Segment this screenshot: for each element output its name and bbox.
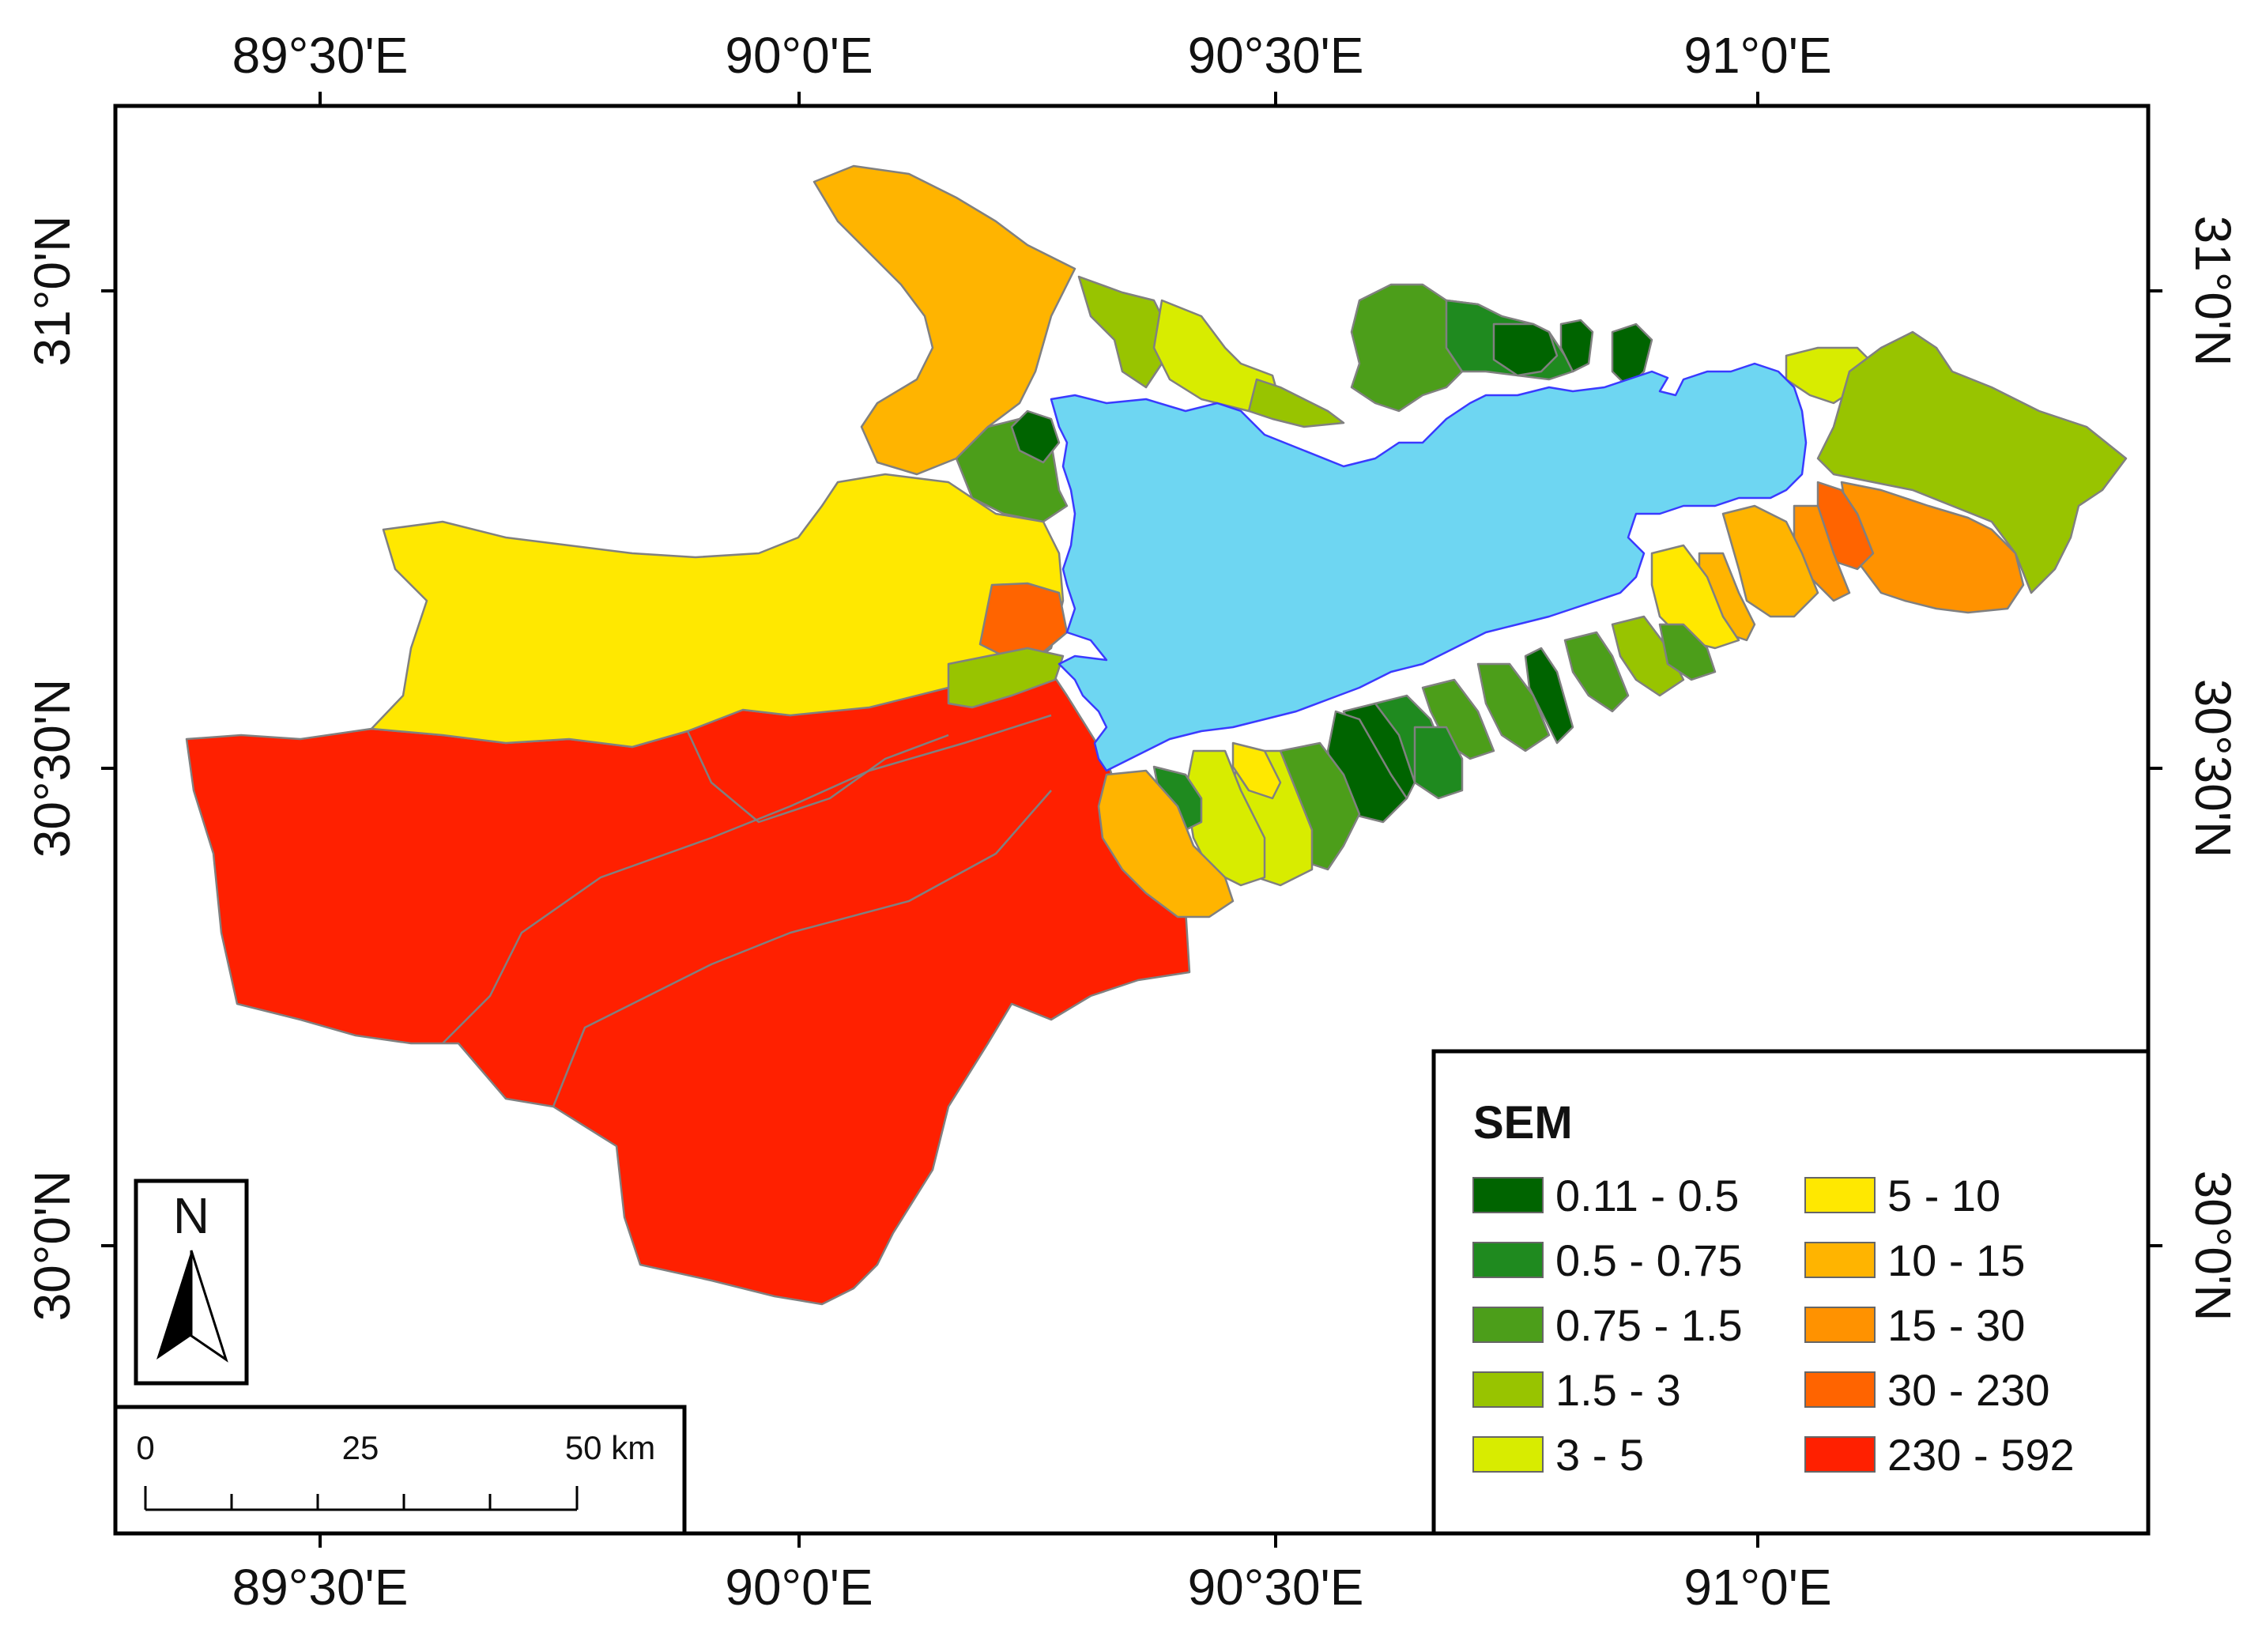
basin-0.75-1.5-southeast-4	[1421, 678, 1495, 760]
legend-box	[1431, 1049, 2151, 1536]
right-axis-labels: 31°0'N 30°30'N 30°0'N	[2185, 216, 2241, 1322]
basin-10-15-southeast	[1097, 769, 1235, 918]
basin-5-10-west	[370, 473, 1065, 749]
basin-0.5-0.75-southeast-2	[1413, 726, 1464, 800]
scale-bar-box	[113, 1405, 687, 1536]
graticule-ticks	[101, 92, 2162, 1548]
basin-30-230-west	[978, 582, 1069, 658]
legend-title: SEM	[1473, 1097, 1573, 1148]
scale-label-0: 0	[136, 1429, 154, 1466]
legend-items: 0.11 - 0.5 0.5 - 0.75 0.75 - 1.5 1.5 - 3 3 -…	[1472, 1171, 2075, 1480]
top-axis-label: 91°0'E	[1683, 27, 1831, 84]
legend-label: 230 - 592	[1887, 1430, 2075, 1480]
left-axis-labels: 31°0'N 30°30'N 30°0'N	[24, 216, 81, 1322]
basin-10-15-east-1	[1721, 504, 1819, 618]
legend-label: 0.5 - 0.75	[1555, 1235, 1743, 1285]
basin-5-10-southeast	[1231, 741, 1282, 800]
basin-1.5-3-southeast-1	[1611, 615, 1685, 697]
left-axis-label: 31°0'N	[24, 216, 81, 367]
scale-bar	[144, 1486, 579, 1511]
basin-1.5-3-west	[947, 647, 1065, 709]
legend-label: 3 - 5	[1555, 1430, 1644, 1480]
bottom-axis-labels: 89°30'E 90°0'E 90°30'E 91°0'E	[232, 1559, 1832, 1616]
bottom-axis-label: 89°30'E	[232, 1559, 409, 1616]
north-arrow-label: N	[173, 1187, 209, 1244]
basin-0.11-0.5-north-1	[1492, 322, 1559, 377]
basin-1.5-3-northeast	[1816, 330, 2128, 594]
legend-swatch	[1804, 1307, 1876, 1343]
legend-label: 1.5 - 3	[1555, 1365, 1681, 1415]
legend-swatch	[1472, 1177, 1544, 1213]
bottom-axis-label: 91°0'E	[1683, 1559, 1831, 1616]
top-axis-label: 90°30'E	[1188, 27, 1364, 84]
right-axis-label: 30°0'N	[2185, 1171, 2241, 1322]
lake	[1050, 362, 1808, 772]
legend-label: 5 - 10	[1887, 1171, 2000, 1220]
legend-label: 30 - 230	[1887, 1365, 2050, 1415]
basin-5-10-east	[1650, 544, 1740, 650]
legend-label: 0.11 - 0.5	[1555, 1171, 1739, 1220]
basin-1.5-3-north-2	[1247, 378, 1345, 428]
basin-1.5-3-north	[1077, 275, 1171, 389]
basin-0.11-0.5-north-2	[1559, 319, 1594, 373]
scale-label-50: 50 km	[565, 1429, 655, 1466]
basin-divider-3	[552, 790, 1052, 1107]
basin-0.75-1.5-southeast-2	[1563, 631, 1630, 713]
basin-divider-2	[686, 730, 949, 824]
legend-swatch	[1804, 1371, 1876, 1408]
right-axis-label: 31°0'N	[2185, 216, 2241, 367]
bottom-axis-label: 90°30'E	[1188, 1559, 1364, 1616]
left-axis-label: 30°0'N	[24, 1171, 81, 1322]
legend-label: 15 - 30	[1887, 1300, 2025, 1350]
legend-label: 0.75 - 1.5	[1555, 1300, 1743, 1350]
legend-swatch	[1472, 1307, 1544, 1343]
basin-0.75-1.5-southeast-3	[1476, 662, 1551, 752]
legend-label: 10 - 15	[1887, 1235, 2025, 1285]
bottom-axis-label: 90°0'E	[725, 1559, 873, 1616]
basin-15-30-northeast	[1840, 481, 2025, 614]
scale-label-25: 25	[342, 1429, 379, 1466]
legend-swatch	[1472, 1371, 1544, 1408]
legend-swatch	[1472, 1242, 1544, 1278]
top-axis-labels: 89°30'E 90°0'E 90°30'E 91°0'E	[232, 27, 1832, 84]
basin-divider-1	[442, 714, 1052, 1044]
basin-0.75-1.5-southeast-1	[1658, 623, 1717, 681]
basin-0.11-0.5-west	[1010, 409, 1061, 464]
top-axis-label: 89°30'E	[232, 27, 409, 84]
legend-swatch	[1472, 1436, 1544, 1473]
legend-swatch	[1804, 1242, 1876, 1278]
legend-swatch	[1804, 1177, 1876, 1213]
left-axis-label: 30°30'N	[24, 679, 81, 858]
top-axis-label: 90°0'E	[725, 27, 873, 84]
basin-0.11-0.5-north-3	[1611, 322, 1653, 389]
north-arrow-icon	[156, 1250, 228, 1363]
sub-basins	[185, 164, 2128, 1306]
legend-swatch	[1804, 1436, 1876, 1473]
right-axis-label: 30°30'N	[2185, 679, 2241, 858]
